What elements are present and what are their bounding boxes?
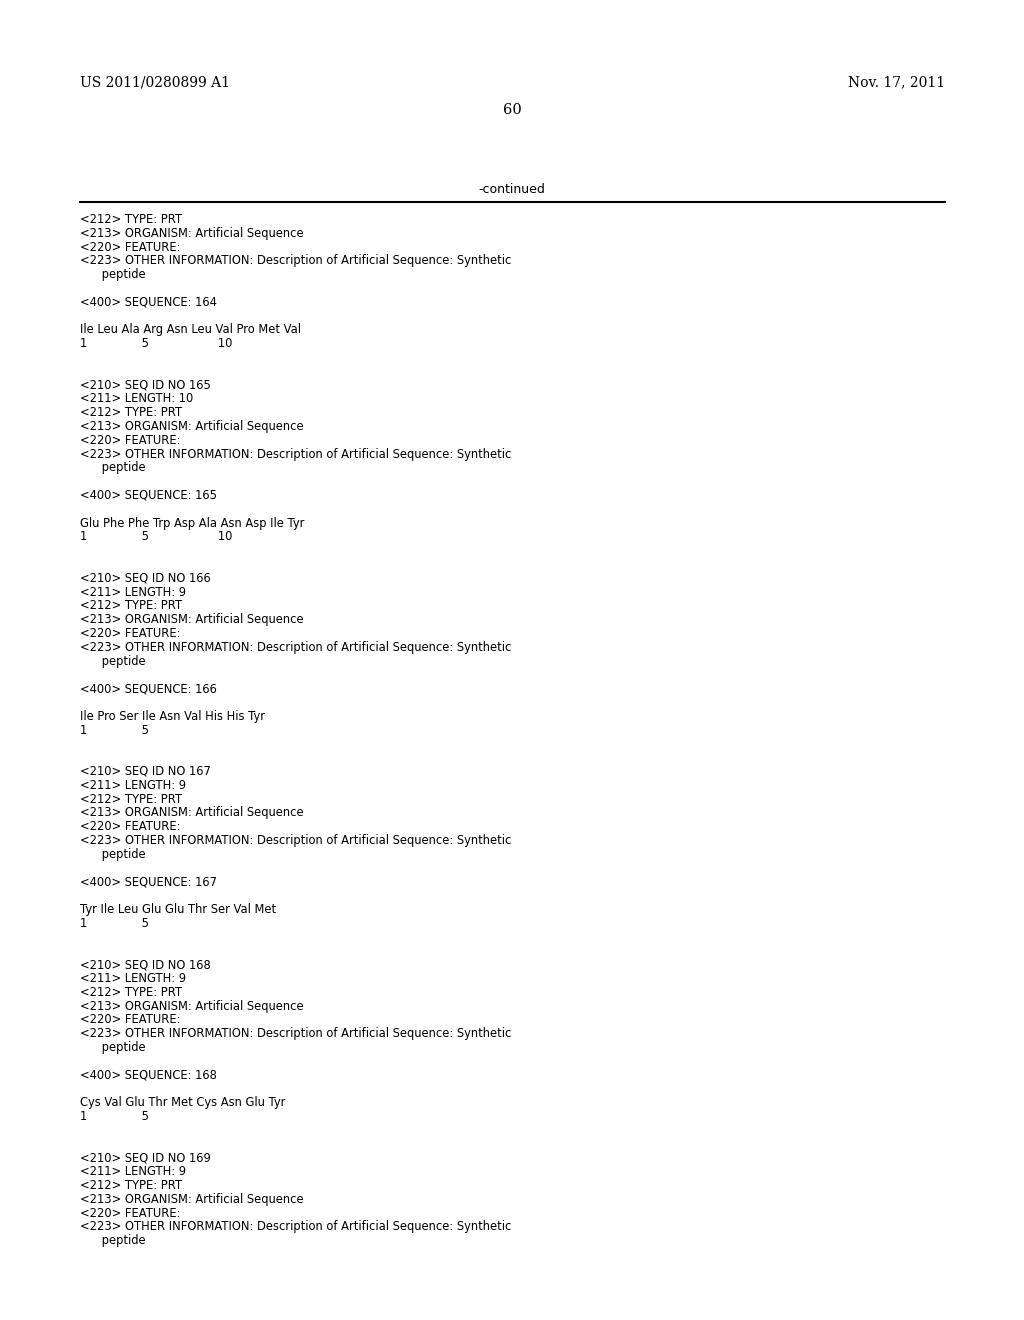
Text: <223> OTHER INFORMATION: Description of Artificial Sequence: Synthetic: <223> OTHER INFORMATION: Description of … [80, 1027, 511, 1040]
Text: 60: 60 [503, 103, 521, 117]
Text: Tyr Ile Leu Glu Glu Thr Ser Val Met: Tyr Ile Leu Glu Glu Thr Ser Val Met [80, 903, 276, 916]
Text: US 2011/0280899 A1: US 2011/0280899 A1 [80, 75, 230, 88]
Text: <212> TYPE: PRT: <212> TYPE: PRT [80, 792, 182, 805]
Text: <400> SEQUENCE: 168: <400> SEQUENCE: 168 [80, 1069, 217, 1081]
Text: Cys Val Glu Thr Met Cys Asn Glu Tyr: Cys Val Glu Thr Met Cys Asn Glu Tyr [80, 1096, 286, 1109]
Text: peptide: peptide [80, 1041, 145, 1053]
Text: peptide: peptide [80, 462, 145, 474]
Text: <210> SEQ ID NO 166: <210> SEQ ID NO 166 [80, 572, 211, 585]
Text: <400> SEQUENCE: 167: <400> SEQUENCE: 167 [80, 875, 217, 888]
Text: 1               5: 1 5 [80, 1110, 150, 1123]
Text: peptide: peptide [80, 655, 145, 668]
Text: <210> SEQ ID NO 167: <210> SEQ ID NO 167 [80, 766, 211, 777]
Text: 1               5                   10: 1 5 10 [80, 337, 232, 350]
Text: <210> SEQ ID NO 165: <210> SEQ ID NO 165 [80, 379, 211, 392]
Text: -continued: -continued [478, 183, 546, 195]
Text: <220> FEATURE:: <220> FEATURE: [80, 627, 180, 640]
Text: peptide: peptide [80, 1234, 145, 1247]
Text: 1               5: 1 5 [80, 917, 150, 929]
Text: Nov. 17, 2011: Nov. 17, 2011 [848, 75, 945, 88]
Text: <220> FEATURE:: <220> FEATURE: [80, 1206, 180, 1220]
Text: <220> FEATURE:: <220> FEATURE: [80, 1014, 180, 1027]
Text: <223> OTHER INFORMATION: Description of Artificial Sequence: Synthetic: <223> OTHER INFORMATION: Description of … [80, 255, 511, 268]
Text: <400> SEQUENCE: 166: <400> SEQUENCE: 166 [80, 682, 217, 696]
Text: <213> ORGANISM: Artificial Sequence: <213> ORGANISM: Artificial Sequence [80, 420, 304, 433]
Text: <223> OTHER INFORMATION: Description of Artificial Sequence: Synthetic: <223> OTHER INFORMATION: Description of … [80, 447, 511, 461]
Text: <212> TYPE: PRT: <212> TYPE: PRT [80, 599, 182, 612]
Text: <220> FEATURE:: <220> FEATURE: [80, 240, 180, 253]
Text: <211> LENGTH: 9: <211> LENGTH: 9 [80, 1166, 186, 1179]
Text: <210> SEQ ID NO 169: <210> SEQ ID NO 169 [80, 1151, 211, 1164]
Text: <220> FEATURE:: <220> FEATURE: [80, 434, 180, 446]
Text: <213> ORGANISM: Artificial Sequence: <213> ORGANISM: Artificial Sequence [80, 807, 304, 820]
Text: <213> ORGANISM: Artificial Sequence: <213> ORGANISM: Artificial Sequence [80, 1193, 304, 1205]
Text: Ile Leu Ala Arg Asn Leu Val Pro Met Val: Ile Leu Ala Arg Asn Leu Val Pro Met Val [80, 323, 301, 337]
Text: <212> TYPE: PRT: <212> TYPE: PRT [80, 986, 182, 999]
Text: <400> SEQUENCE: 165: <400> SEQUENCE: 165 [80, 488, 217, 502]
Text: <210> SEQ ID NO 168: <210> SEQ ID NO 168 [80, 958, 211, 972]
Text: Ile Pro Ser Ile Asn Val His His Tyr: Ile Pro Ser Ile Asn Val His His Tyr [80, 710, 265, 723]
Text: 1               5: 1 5 [80, 723, 150, 737]
Text: <220> FEATURE:: <220> FEATURE: [80, 820, 180, 833]
Text: <213> ORGANISM: Artificial Sequence: <213> ORGANISM: Artificial Sequence [80, 614, 304, 626]
Text: <211> LENGTH: 9: <211> LENGTH: 9 [80, 972, 186, 985]
Text: <212> TYPE: PRT: <212> TYPE: PRT [80, 1179, 182, 1192]
Text: <213> ORGANISM: Artificial Sequence: <213> ORGANISM: Artificial Sequence [80, 999, 304, 1012]
Text: <211> LENGTH: 10: <211> LENGTH: 10 [80, 392, 194, 405]
Text: <223> OTHER INFORMATION: Description of Artificial Sequence: Synthetic: <223> OTHER INFORMATION: Description of … [80, 834, 511, 847]
Text: <212> TYPE: PRT: <212> TYPE: PRT [80, 407, 182, 420]
Text: <223> OTHER INFORMATION: Description of Artificial Sequence: Synthetic: <223> OTHER INFORMATION: Description of … [80, 1221, 511, 1233]
Text: <400> SEQUENCE: 164: <400> SEQUENCE: 164 [80, 296, 217, 309]
Text: <211> LENGTH: 9: <211> LENGTH: 9 [80, 779, 186, 792]
Text: Glu Phe Phe Trp Asp Ala Asn Asp Ile Tyr: Glu Phe Phe Trp Asp Ala Asn Asp Ile Tyr [80, 516, 304, 529]
Text: <213> ORGANISM: Artificial Sequence: <213> ORGANISM: Artificial Sequence [80, 227, 304, 240]
Text: peptide: peptide [80, 268, 145, 281]
Text: peptide: peptide [80, 847, 145, 861]
Text: 1               5                   10: 1 5 10 [80, 531, 232, 544]
Text: <223> OTHER INFORMATION: Description of Artificial Sequence: Synthetic: <223> OTHER INFORMATION: Description of … [80, 640, 511, 653]
Text: <212> TYPE: PRT: <212> TYPE: PRT [80, 213, 182, 226]
Text: <211> LENGTH: 9: <211> LENGTH: 9 [80, 586, 186, 598]
